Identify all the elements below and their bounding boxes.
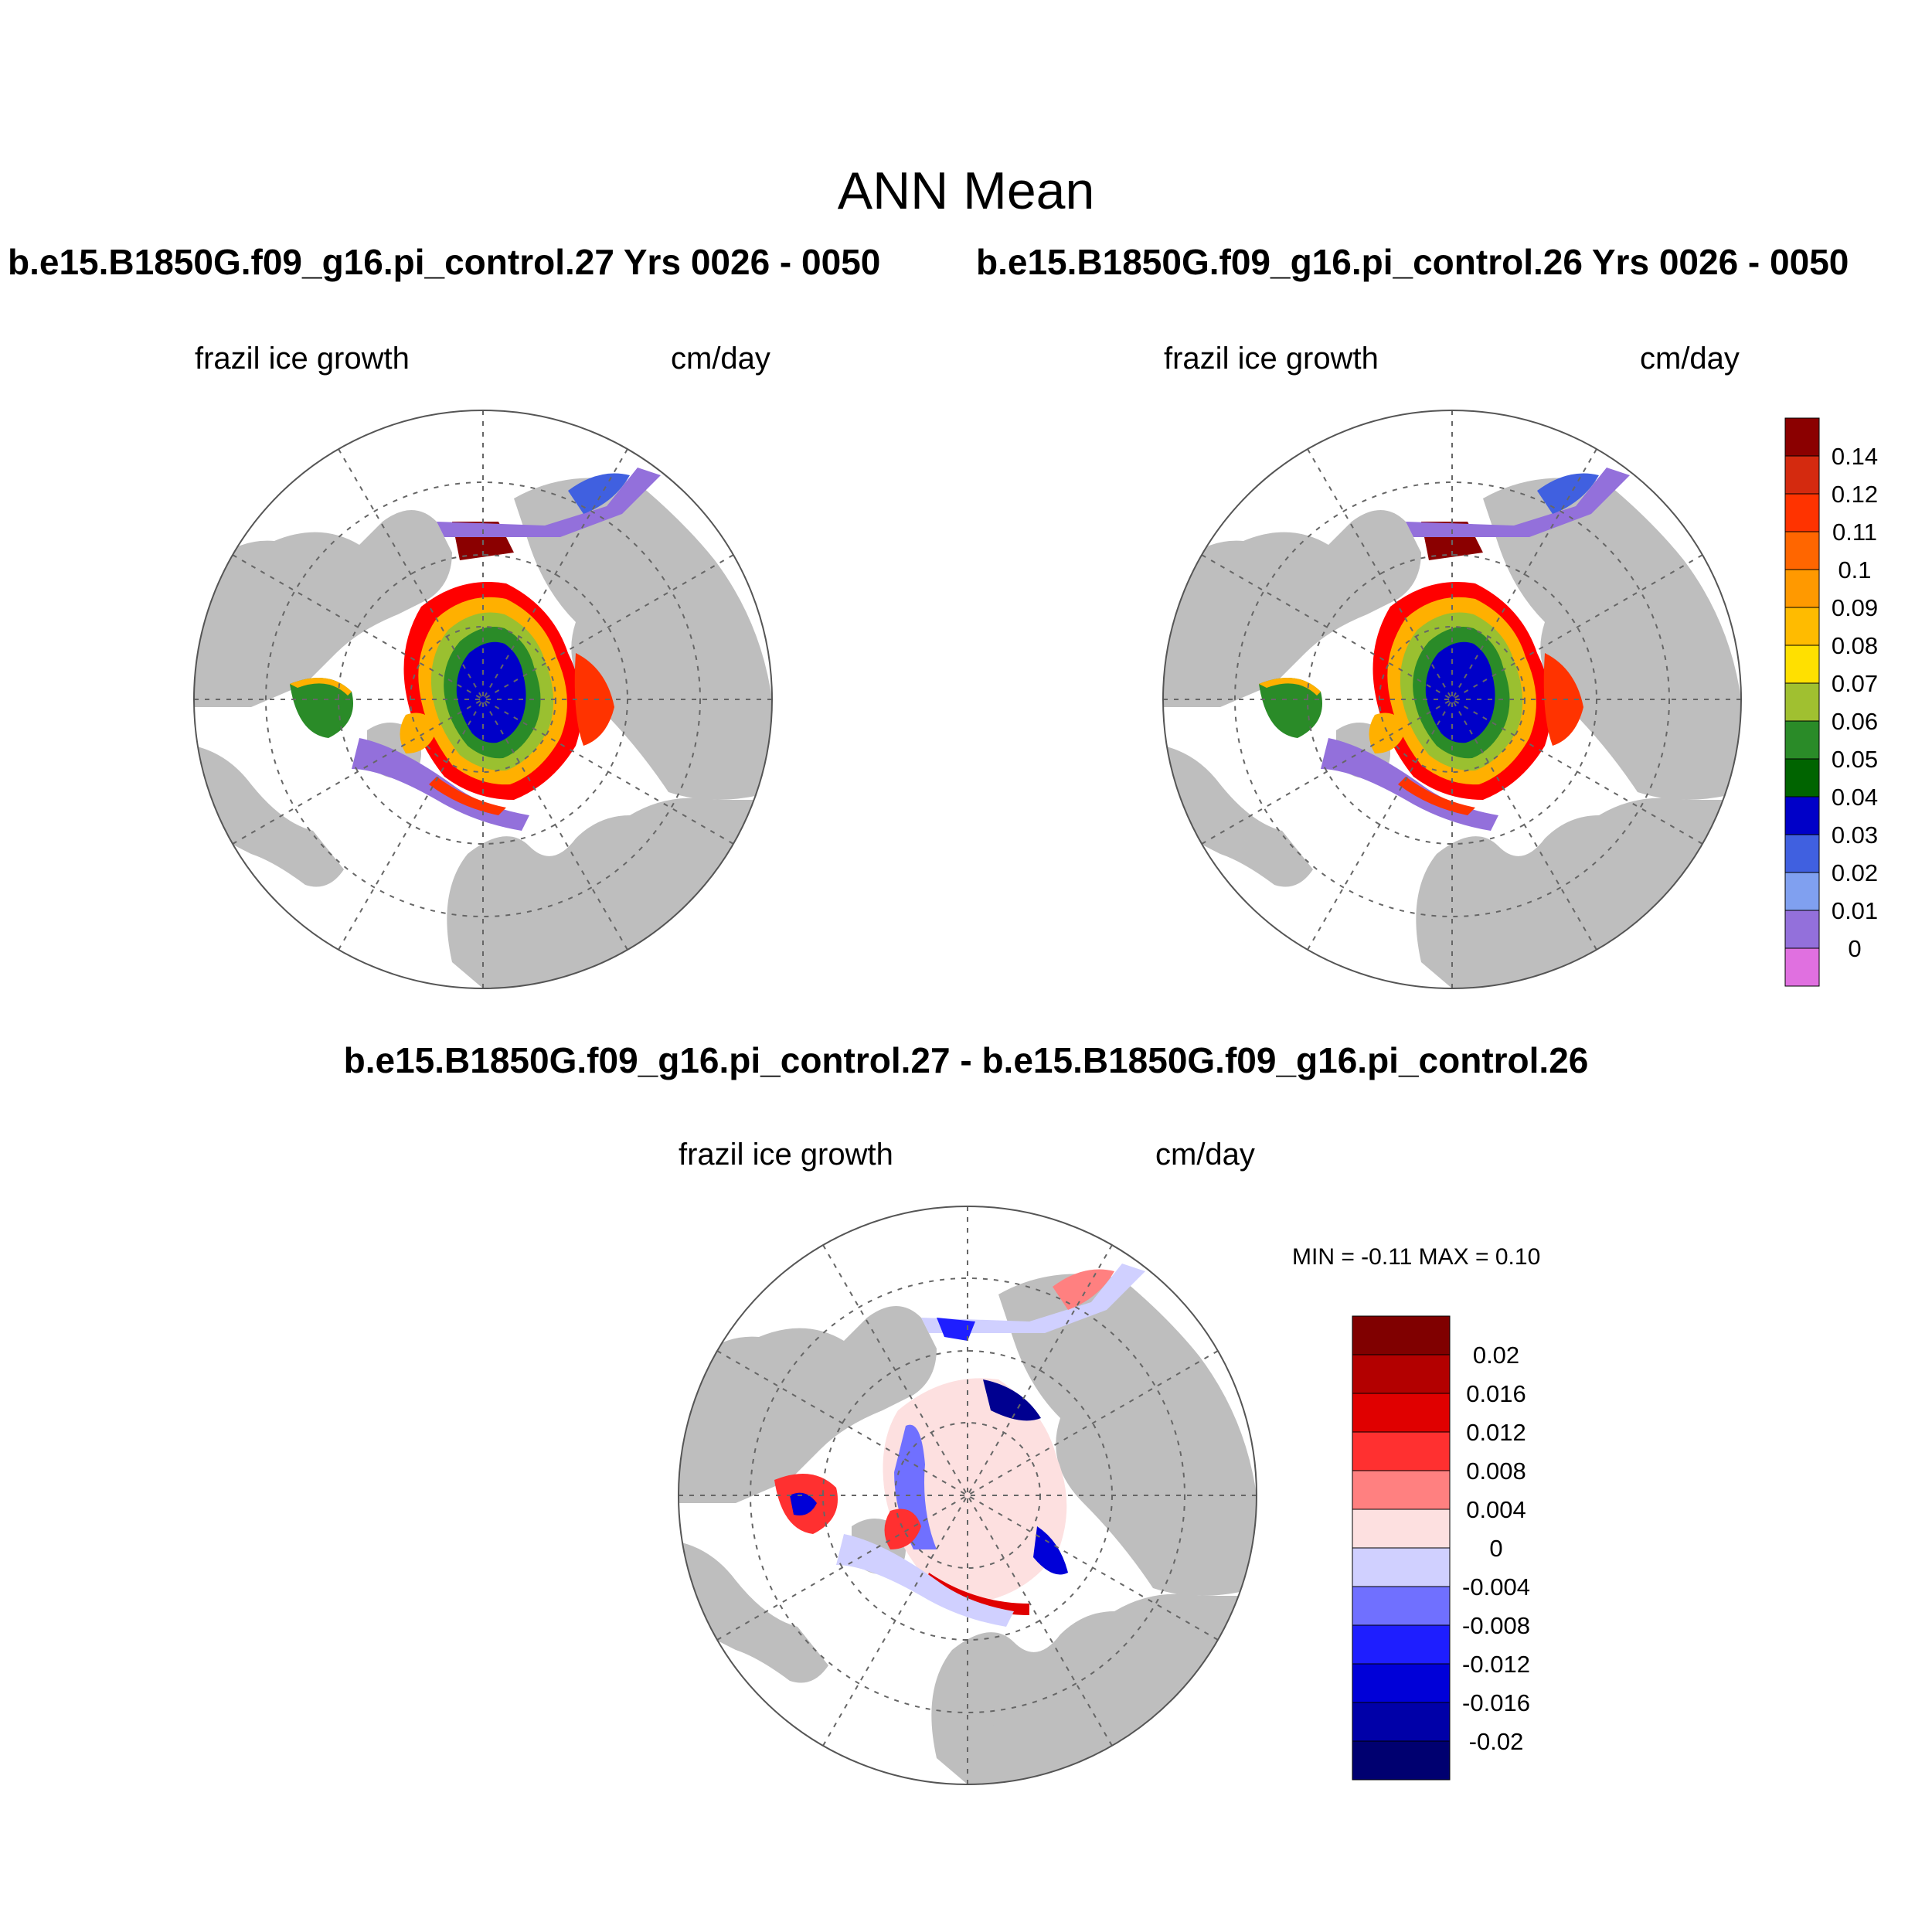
case-left-title: b.e15.B1850G.f09_g16.pi_control.27 Yrs 0…: [8, 242, 881, 282]
colorbar-diff-label-0: 0.02: [1473, 1342, 1519, 1369]
colorbar-main-label-3: 0.1: [1838, 556, 1871, 583]
colorbar-difference: 0.02 0.016 0.012 0.008 0.004 0 -0.004 -0.008 -0.…: [1352, 1315, 1530, 1781]
colorbar-diff-label-9: -0.016: [1462, 1689, 1530, 1716]
colorbar-diff-swatch-1: [1352, 1354, 1451, 1394]
colorbar-diff-swatch-11: [1352, 1740, 1451, 1781]
colorbar-main-swatch-2: [1784, 493, 1820, 532]
colorbar-diff-label-10: -0.02: [1469, 1728, 1524, 1755]
panel-right-units: cm/day: [1640, 342, 1740, 376]
map-panel-difference: [678, 1206, 1257, 1785]
map-panel-left: [193, 410, 773, 989]
colorbar-diff-swatch-7: [1352, 1586, 1451, 1626]
colorbar-main-label-10: 0.03: [1832, 821, 1878, 849]
colorbar-main-label-7: 0.06: [1832, 708, 1878, 735]
colorbar-main-swatch-9: [1784, 758, 1820, 798]
colorbar-diff-swatch-5: [1352, 1509, 1451, 1549]
panel-right-variable: frazil ice growth: [1164, 342, 1379, 376]
colorbar-main-swatch-11: [1784, 834, 1820, 873]
figure-title: ANN Mean: [837, 162, 1095, 220]
difference-title: b.e15.B1850G.f09_g16.pi_control.27 - b.e…: [343, 1040, 1589, 1080]
colorbar-diff-label-4: 0.004: [1466, 1496, 1526, 1523]
colorbar-diff-label-1: 0.016: [1466, 1380, 1526, 1407]
colorbar-main-label-12: 0.01: [1832, 897, 1878, 924]
colorbar-diff-swatch-4: [1352, 1470, 1451, 1510]
colorbar-main-label-4: 0.09: [1832, 594, 1878, 621]
colorbar-diff-swatch-9: [1352, 1663, 1451, 1703]
colorbar-main-swatch-7: [1784, 682, 1820, 722]
diff-min-max: MIN = -0.11 MAX = 0.10: [1292, 1244, 1541, 1270]
colorbar-main-label-2: 0.11: [1832, 519, 1877, 546]
colorbar-main-label-6: 0.07: [1832, 670, 1878, 697]
colorbar-diff-swatch-6: [1352, 1547, 1451, 1587]
colorbar-main-label-9: 0.04: [1832, 784, 1878, 811]
colorbar-diff-swatch-3: [1352, 1431, 1451, 1471]
colorbar-diff-label-7: -0.008: [1462, 1612, 1530, 1639]
map-panel-right: [1162, 410, 1742, 989]
colorbar-main: 0.14 0.12 0.11 0.1 0.09 0.08 0.07 0.06 0.05 0.04 0…: [1784, 417, 1878, 987]
colorbar-main-swatch-13: [1784, 910, 1820, 949]
colorbar-main-swatch-14: [1784, 947, 1820, 987]
colorbar-main-label-5: 0.08: [1832, 632, 1878, 659]
colorbar-main-swatch-0: [1784, 417, 1820, 457]
colorbar-diff-swatch-10: [1352, 1702, 1451, 1742]
colorbar-main-label-8: 0.05: [1832, 746, 1878, 773]
colorbar-main-label-0: 0.14: [1832, 443, 1878, 470]
panel-diff-units: cm/day: [1155, 1138, 1255, 1172]
colorbar-main-swatch-5: [1784, 607, 1820, 646]
colorbar-diff-label-3: 0.008: [1466, 1458, 1526, 1485]
case-right-title: b.e15.B1850G.f09_g16.pi_control.26 Yrs 0…: [976, 242, 1849, 282]
colorbar-diff-label-2: 0.012: [1466, 1419, 1526, 1446]
colorbar-diff-label-5: 0: [1489, 1535, 1502, 1562]
colorbar-main-swatch-3: [1784, 531, 1820, 570]
colorbar-main-swatch-10: [1784, 796, 1820, 835]
panel-left-units: cm/day: [671, 342, 770, 376]
colorbar-main-label-13: 0: [1848, 935, 1861, 962]
colorbar-diff-label-6: -0.004: [1462, 1573, 1530, 1600]
colorbar-main-swatch-1: [1784, 455, 1820, 495]
colorbar-main-label-11: 0.02: [1832, 859, 1878, 886]
panel-left-variable: frazil ice growth: [195, 342, 410, 376]
colorbar-main-swatch-4: [1784, 569, 1820, 608]
colorbar-diff-swatch-8: [1352, 1624, 1451, 1665]
colorbar-diff-label-8: -0.012: [1462, 1651, 1530, 1678]
colorbar-main-label-1: 0.12: [1832, 481, 1878, 508]
panel-diff-variable: frazil ice growth: [679, 1138, 893, 1172]
colorbar-main-swatch-8: [1784, 720, 1820, 760]
colorbar-main-swatch-12: [1784, 872, 1820, 911]
colorbar-diff-swatch-0: [1352, 1315, 1451, 1355]
colorbar-main-swatch-6: [1784, 645, 1820, 684]
colorbar-diff-swatch-2: [1352, 1393, 1451, 1433]
